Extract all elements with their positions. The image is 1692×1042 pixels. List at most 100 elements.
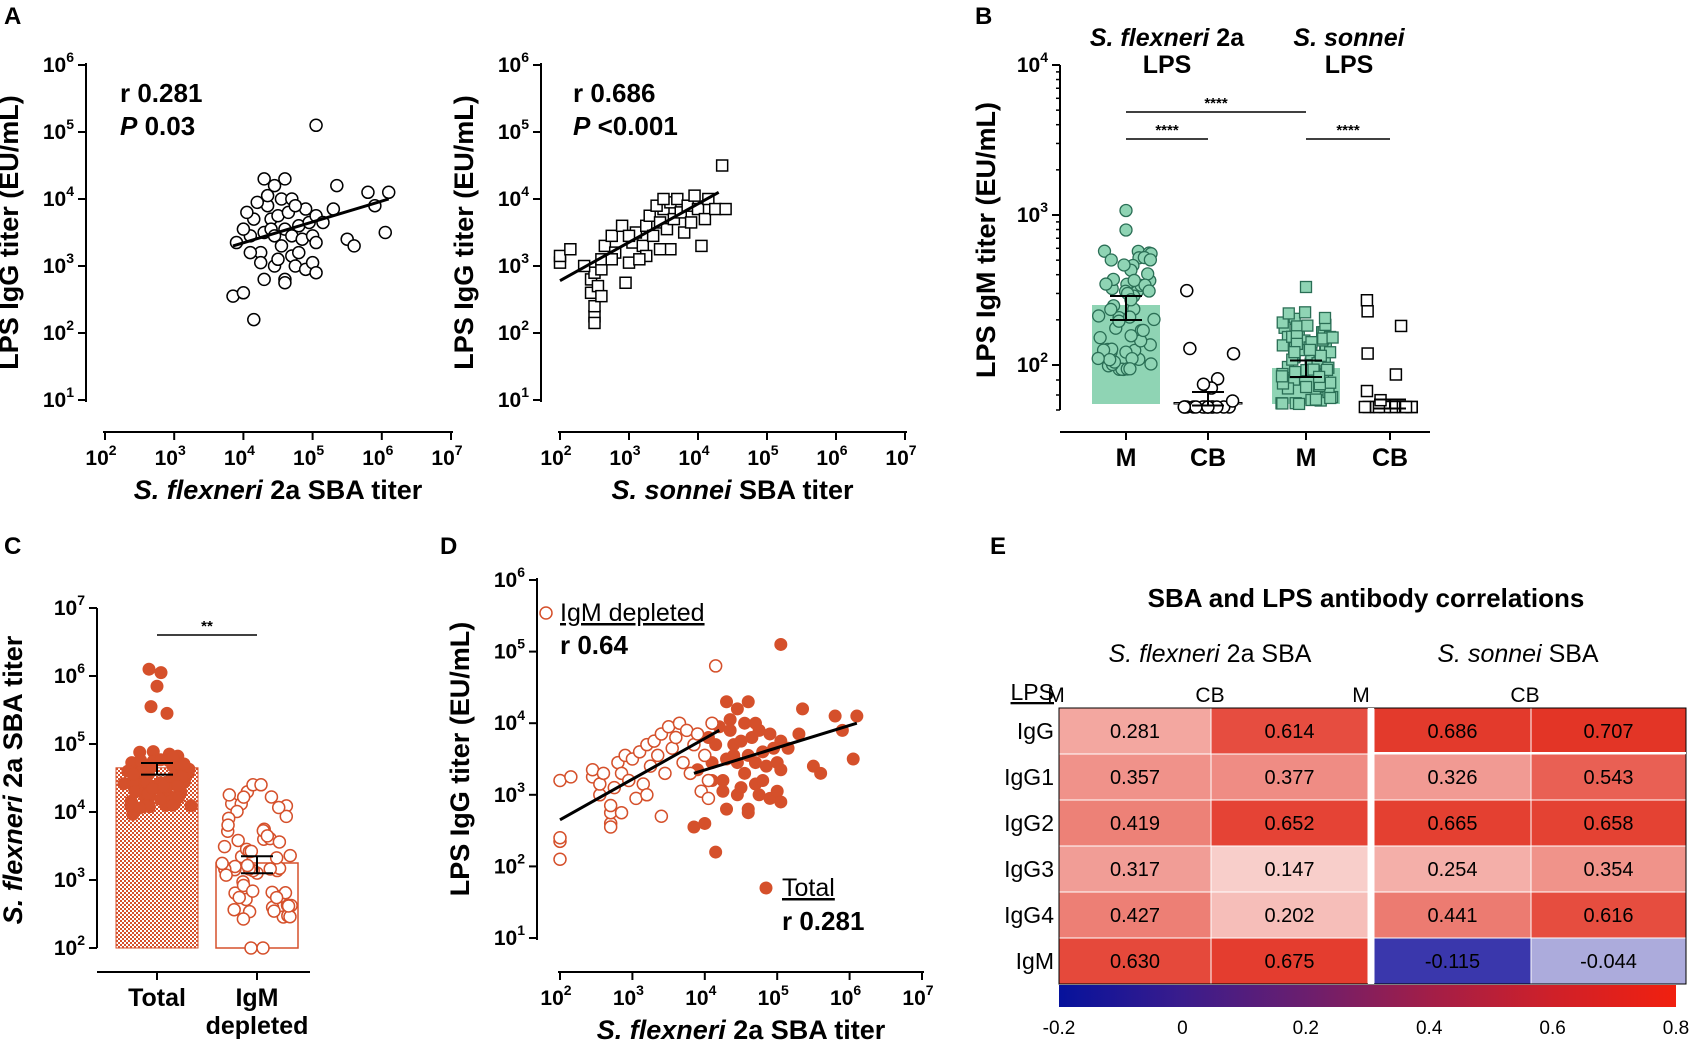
- category-label: CB: [1372, 444, 1408, 472]
- data-point: [1117, 258, 1131, 272]
- data-point: [1142, 284, 1156, 298]
- tick-exponent: 4: [77, 796, 85, 812]
- heatmap-cell: [1210, 937, 1369, 985]
- x-tick-label: 104: [678, 442, 709, 470]
- data-point: [688, 189, 701, 202]
- category-label: M: [1296, 444, 1317, 472]
- data-point: [643, 209, 656, 222]
- heatmap-cell-value: 0.675: [1264, 951, 1314, 973]
- tick-exponent: 2: [517, 850, 525, 866]
- tick-base: 10: [498, 188, 521, 211]
- tick-exponent: 7: [926, 982, 934, 998]
- heatmap-row-label: IgG2: [1004, 810, 1054, 836]
- x-tick-label: 102: [85, 442, 116, 470]
- category-label: IgM: [235, 984, 278, 1012]
- data-point: [1298, 306, 1312, 319]
- heatmap-column-label: CB: [1510, 684, 1539, 707]
- data-point: [309, 265, 323, 280]
- tick-base: 10: [362, 447, 385, 470]
- x-tick-label: 102: [540, 982, 571, 1010]
- x-axis-label-italic: S. sonnei: [611, 475, 732, 505]
- data-point: [257, 272, 271, 287]
- data-point: [653, 243, 667, 256]
- data-point-igm-depleted: [690, 727, 705, 741]
- data-point: [271, 800, 286, 815]
- data-point-igm-depleted: [669, 730, 683, 745]
- heatmap-cell: [1530, 937, 1687, 985]
- data-point-total: [752, 723, 766, 737]
- data-point: [605, 253, 618, 266]
- y-tick-label: 103: [1017, 199, 1048, 227]
- data-point: [245, 884, 260, 898]
- heatmap-column-label: M: [1047, 684, 1065, 707]
- heatmap-cell: [1530, 799, 1687, 847]
- data-point-igm-depleted: [614, 805, 629, 820]
- regression-line: [559, 190, 720, 283]
- category-label: CB: [1190, 444, 1226, 472]
- heatmap-row-label: IgM: [1016, 948, 1054, 974]
- heatmap-cell-value: -0.115: [1425, 951, 1480, 973]
- data-point: [698, 212, 712, 226]
- panel-label-b: B: [975, 3, 992, 30]
- legend-label-igm-depleted: IgM depleted: [560, 599, 705, 627]
- x-axis-label-italic: S. flexneri: [134, 475, 264, 505]
- y-tick-label: 102: [494, 850, 525, 878]
- data-point: [605, 229, 618, 243]
- data-point: [157, 779, 171, 793]
- data-point: [269, 851, 284, 865]
- data-point-total: [774, 795, 788, 809]
- data-point-igm-depleted: [698, 748, 712, 763]
- y-tick-label: 105: [43, 116, 74, 144]
- y-tick-label: 106: [54, 660, 85, 688]
- tick-base: 10: [494, 855, 517, 878]
- y-tick-label: 104: [494, 707, 525, 735]
- tick-exponent: 6: [77, 660, 85, 676]
- data-point: [1091, 351, 1105, 366]
- tick-base: 10: [54, 597, 77, 620]
- x-axis-label-italic: S. flexneri: [597, 1015, 727, 1042]
- data-point: [1303, 343, 1317, 357]
- y-tick-label: 101: [494, 922, 525, 950]
- tick-base: 10: [1017, 54, 1040, 77]
- heatmap-column-group-rest: SBA: [1542, 640, 1599, 668]
- data-point: [1361, 347, 1374, 360]
- y-tick-label: 102: [43, 317, 74, 345]
- data-point: [240, 205, 254, 220]
- data-point: [267, 904, 281, 918]
- data-point: [684, 216, 698, 229]
- group-title-italic: S. sonnei: [1293, 24, 1405, 52]
- panel-label-a: A: [4, 3, 21, 30]
- data-point: [1309, 393, 1323, 406]
- y-tick-label: 103: [43, 250, 74, 278]
- tick-exponent: 4: [521, 183, 529, 199]
- colorbar-tick-label: -0.2: [1043, 1018, 1076, 1039]
- y-tick-label: 102: [498, 317, 529, 345]
- tick-exponent: 4: [709, 982, 717, 998]
- tick-exponent: 3: [66, 250, 74, 266]
- data-point: [1320, 363, 1334, 377]
- tick-exponent: 2: [109, 442, 117, 458]
- data-point: [1180, 283, 1194, 298]
- p-value: P <0.001: [573, 111, 678, 141]
- tick-base: 10: [747, 447, 770, 470]
- data-point-total: [770, 784, 784, 798]
- y-axis-label-italic: S. flexneri: [0, 795, 28, 925]
- data-point: [619, 276, 632, 289]
- tick-exponent: 4: [66, 183, 74, 199]
- p-number: <0.001: [590, 111, 677, 141]
- p-value: P 0.03: [120, 111, 195, 141]
- data-point-total: [763, 727, 777, 741]
- tick-exponent: 4: [247, 442, 255, 458]
- tick-base: 10: [43, 322, 66, 345]
- heatmap-row-label: IgG: [1017, 718, 1054, 744]
- data-point-total: [846, 752, 860, 766]
- data-point: [650, 199, 663, 212]
- heatmap-cell: [1058, 845, 1212, 893]
- legend-label-total: Total: [782, 874, 835, 902]
- data-point-total: [687, 820, 701, 834]
- data-point-total: [720, 802, 734, 816]
- r-value-igm-depleted: r 0.64: [560, 630, 628, 660]
- y-tick-label: 102: [1017, 349, 1048, 377]
